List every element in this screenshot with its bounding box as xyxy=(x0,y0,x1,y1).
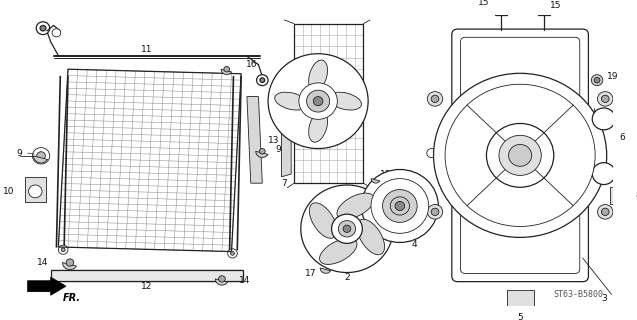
Text: 17: 17 xyxy=(304,269,316,278)
Ellipse shape xyxy=(309,60,327,91)
Circle shape xyxy=(37,152,45,160)
Circle shape xyxy=(301,185,393,273)
Circle shape xyxy=(260,78,265,83)
Bar xyxy=(51,270,243,281)
Circle shape xyxy=(383,189,417,222)
Circle shape xyxy=(218,276,225,282)
Text: 18: 18 xyxy=(380,171,391,180)
Ellipse shape xyxy=(309,111,327,142)
Text: 9: 9 xyxy=(16,148,22,157)
Circle shape xyxy=(431,208,439,215)
Polygon shape xyxy=(27,277,66,295)
Ellipse shape xyxy=(320,238,357,264)
Circle shape xyxy=(364,188,374,197)
Polygon shape xyxy=(62,262,76,270)
Circle shape xyxy=(66,259,74,266)
Ellipse shape xyxy=(329,92,361,110)
Text: 10: 10 xyxy=(3,187,14,196)
Text: 12: 12 xyxy=(141,282,152,291)
Circle shape xyxy=(36,22,50,35)
Circle shape xyxy=(445,84,595,227)
FancyBboxPatch shape xyxy=(452,29,589,282)
Bar xyxy=(610,187,631,204)
Ellipse shape xyxy=(357,219,385,255)
Circle shape xyxy=(224,67,229,72)
Circle shape xyxy=(52,29,61,37)
Text: 14: 14 xyxy=(240,276,250,285)
Circle shape xyxy=(508,144,532,166)
Ellipse shape xyxy=(310,203,337,238)
Circle shape xyxy=(227,249,238,258)
Bar xyxy=(25,177,46,202)
Polygon shape xyxy=(33,156,48,163)
Circle shape xyxy=(427,92,443,106)
Circle shape xyxy=(338,220,355,237)
Ellipse shape xyxy=(337,193,375,219)
Circle shape xyxy=(313,97,323,106)
Ellipse shape xyxy=(275,92,308,110)
Text: 6: 6 xyxy=(619,132,625,142)
Circle shape xyxy=(306,90,329,112)
Text: 5: 5 xyxy=(517,313,523,320)
Circle shape xyxy=(427,204,443,219)
Circle shape xyxy=(594,77,600,83)
Text: 9: 9 xyxy=(276,145,282,154)
Polygon shape xyxy=(320,268,331,273)
Text: 16: 16 xyxy=(246,60,257,69)
Circle shape xyxy=(431,95,439,102)
Circle shape xyxy=(434,73,606,237)
Circle shape xyxy=(40,26,46,31)
Circle shape xyxy=(259,148,265,154)
Circle shape xyxy=(395,201,404,211)
Circle shape xyxy=(592,108,615,130)
Circle shape xyxy=(29,185,42,198)
Circle shape xyxy=(499,135,541,175)
Text: 11: 11 xyxy=(141,45,153,54)
Text: 4: 4 xyxy=(412,240,417,249)
Circle shape xyxy=(591,75,603,86)
Circle shape xyxy=(257,75,268,86)
Circle shape xyxy=(361,170,438,243)
Polygon shape xyxy=(215,279,228,285)
Circle shape xyxy=(343,225,351,232)
Circle shape xyxy=(332,214,362,243)
Polygon shape xyxy=(221,69,232,75)
Circle shape xyxy=(592,163,615,185)
Polygon shape xyxy=(282,89,291,177)
Bar xyxy=(294,24,363,183)
Text: 15: 15 xyxy=(550,1,561,10)
Text: 3: 3 xyxy=(601,294,606,303)
Polygon shape xyxy=(247,97,262,183)
Polygon shape xyxy=(371,179,380,183)
Polygon shape xyxy=(255,151,268,158)
Circle shape xyxy=(61,248,65,252)
Circle shape xyxy=(598,92,613,106)
Text: 19: 19 xyxy=(606,72,618,81)
Circle shape xyxy=(32,148,50,164)
Circle shape xyxy=(59,245,68,254)
Circle shape xyxy=(371,179,429,233)
Text: 7: 7 xyxy=(282,179,287,188)
FancyBboxPatch shape xyxy=(461,37,580,273)
Circle shape xyxy=(268,54,368,148)
Text: FR.: FR. xyxy=(63,293,81,303)
Circle shape xyxy=(487,124,554,187)
Text: 1: 1 xyxy=(436,145,441,154)
Text: 15: 15 xyxy=(478,0,489,7)
Circle shape xyxy=(390,197,410,215)
Text: 2: 2 xyxy=(344,273,350,282)
Text: ST63-B5800: ST63-B5800 xyxy=(554,290,604,299)
Text: 14: 14 xyxy=(38,258,49,267)
Bar xyxy=(506,290,534,308)
Circle shape xyxy=(231,252,234,255)
Text: 13: 13 xyxy=(268,136,280,145)
Circle shape xyxy=(299,83,338,119)
Circle shape xyxy=(601,95,609,102)
Circle shape xyxy=(601,208,609,215)
Text: 8: 8 xyxy=(636,191,637,200)
Circle shape xyxy=(598,204,613,219)
Circle shape xyxy=(427,148,436,158)
